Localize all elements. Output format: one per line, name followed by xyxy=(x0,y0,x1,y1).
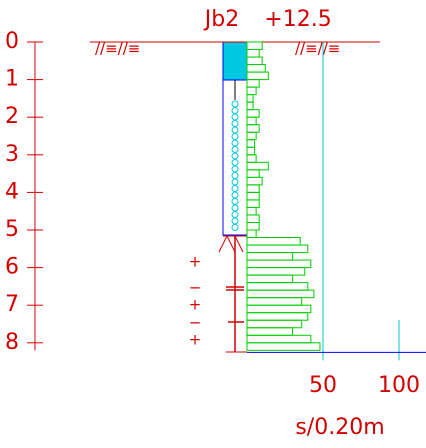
annotation: − xyxy=(189,314,202,332)
bar xyxy=(246,161,269,171)
y-tick-label: 8 xyxy=(5,330,19,355)
bar xyxy=(246,124,260,133)
bar xyxy=(246,297,303,306)
circle-symbol xyxy=(231,126,239,134)
bar xyxy=(246,184,260,193)
annotation: + xyxy=(189,331,202,349)
circle-symbol xyxy=(231,204,239,212)
y-tick-label: 6 xyxy=(5,255,19,280)
y-tick-label: 4 xyxy=(5,179,19,204)
bar xyxy=(246,41,263,51)
bar xyxy=(246,169,260,178)
circle-symbol xyxy=(231,178,239,186)
bar xyxy=(246,221,260,231)
x-tick-label: 100 xyxy=(378,373,420,398)
circle-symbol xyxy=(231,139,239,147)
bar xyxy=(246,237,301,246)
bar xyxy=(246,86,257,96)
y-tick-label: 7 xyxy=(5,292,19,317)
x-tick-label: 50 xyxy=(309,373,337,398)
bar xyxy=(246,199,260,208)
bar xyxy=(246,267,306,276)
bar xyxy=(246,274,294,284)
bar xyxy=(246,191,260,201)
bar xyxy=(246,116,257,126)
bar xyxy=(246,259,312,269)
bar xyxy=(246,229,257,239)
circle-symbol xyxy=(231,113,239,121)
bar xyxy=(246,154,257,163)
bar xyxy=(246,56,263,66)
circle-symbol xyxy=(231,100,239,108)
circle-fill xyxy=(231,100,239,231)
bar xyxy=(246,146,256,156)
circle-symbol xyxy=(231,165,239,173)
bar xyxy=(246,49,260,58)
bar xyxy=(246,244,309,254)
y-tick-label: 5 xyxy=(5,217,19,242)
annotation: − xyxy=(189,279,202,297)
circle-symbol xyxy=(231,185,239,192)
circle-symbol xyxy=(231,172,239,179)
bar xyxy=(246,304,312,314)
borehole-id: Jb2 xyxy=(203,7,239,32)
x-axis-label: s/0.20m xyxy=(295,415,384,440)
bar xyxy=(246,312,309,321)
y-tick-label: 3 xyxy=(5,142,19,167)
bar xyxy=(246,176,263,186)
y-tick-label: 2 xyxy=(5,104,19,129)
bar xyxy=(246,64,266,73)
circle-symbol xyxy=(231,107,239,114)
bar xyxy=(246,214,260,223)
bar xyxy=(246,342,321,351)
column-sketch xyxy=(90,41,380,353)
bar xyxy=(246,101,254,111)
bar xyxy=(246,79,260,88)
circle-symbol xyxy=(231,198,239,205)
bar xyxy=(246,131,257,141)
circle-symbol xyxy=(231,217,239,225)
bar xyxy=(246,139,256,148)
circle-symbol xyxy=(231,152,239,160)
y-tick-label: 1 xyxy=(5,67,19,92)
surface-symbol: //≡//≡ xyxy=(295,40,340,58)
elevation: +12.5 xyxy=(264,7,331,32)
circle-symbol xyxy=(231,159,239,166)
circle-symbol xyxy=(231,146,239,153)
y-tick-label: 0 xyxy=(5,29,19,54)
bar xyxy=(246,206,257,216)
bar xyxy=(246,109,260,118)
bar xyxy=(246,289,315,299)
bar xyxy=(246,94,254,103)
circle-symbol xyxy=(231,133,239,140)
surface-symbol: //≡//≡ xyxy=(95,40,140,58)
circle-symbol xyxy=(231,191,239,199)
circle-symbol xyxy=(231,120,239,127)
bar xyxy=(246,319,303,329)
annotation: + xyxy=(189,296,202,314)
bar xyxy=(246,252,294,261)
circle-symbol xyxy=(231,224,239,231)
annotation: + xyxy=(189,253,202,271)
bar xyxy=(246,71,269,81)
bar xyxy=(246,282,309,291)
bar xyxy=(246,334,312,344)
circle-symbol xyxy=(231,211,239,218)
bar xyxy=(246,327,294,336)
